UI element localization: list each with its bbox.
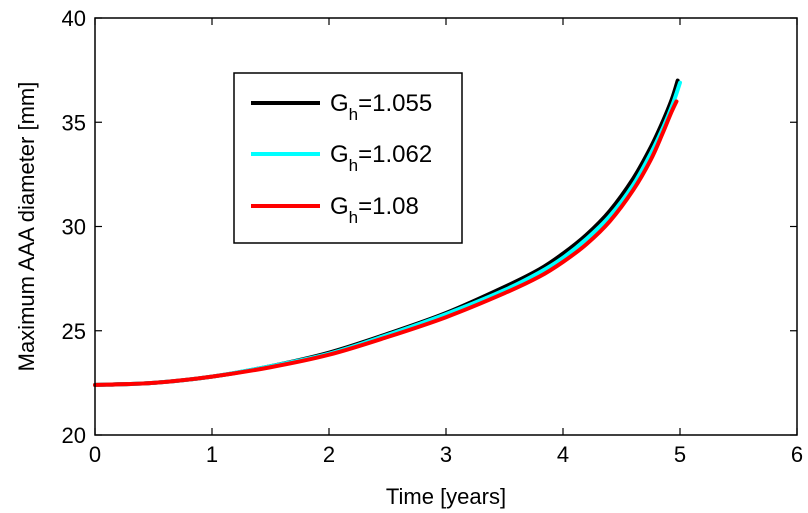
x-tick-label: 4 [557, 442, 569, 467]
lines-layer [93, 78, 682, 387]
x-tick-label: 3 [440, 442, 452, 467]
x-tick-label: 5 [674, 442, 686, 467]
ticks-layer: 0 1 2 3 4 5 6 20 25 30 35 40 [62, 6, 804, 467]
y-axis-label: Maximum AAA diameter [mm] [14, 82, 39, 372]
y-tick-label: 30 [62, 215, 86, 240]
x-axis-label: Time [years] [386, 484, 506, 509]
legend-label-2: Gh=1.062 [330, 141, 432, 175]
series-line-3 [93, 99, 679, 387]
y-tick-label: 40 [62, 6, 86, 31]
legend-label-1: Gh=1.055 [330, 90, 432, 124]
legend: Gh=1.055 Gh=1.062 Gh=1.08 [233, 72, 463, 244]
legend-label-3: Gh=1.08 [330, 193, 419, 227]
y-tick-label: 20 [62, 423, 86, 448]
x-tick-label: 0 [89, 442, 101, 467]
x-tick-label: 1 [206, 442, 218, 467]
y-tick-label: 35 [62, 110, 86, 135]
x-tick-label: 2 [323, 442, 335, 467]
y-tick-label: 25 [62, 319, 86, 344]
x-tick-label: 6 [791, 442, 803, 467]
